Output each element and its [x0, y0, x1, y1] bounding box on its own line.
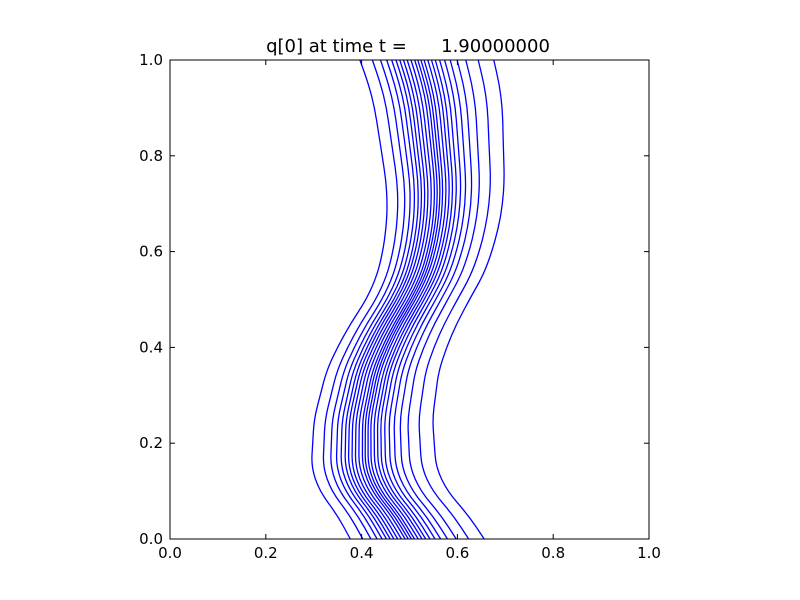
x-tick-label: 0.6 — [445, 544, 469, 562]
contour-line — [311, 59, 388, 540]
contour-line — [340, 59, 416, 540]
contour-line — [376, 59, 450, 540]
plot-frame — [169, 59, 650, 540]
contour-line — [330, 59, 406, 540]
contour-line — [351, 59, 426, 540]
x-tick-label: 0.2 — [254, 544, 278, 562]
x-tick-label: 1.0 — [637, 544, 661, 562]
y-tick-label: 0.0 — [139, 530, 163, 548]
y-tick-label: 0.2 — [139, 434, 163, 452]
y-tick-label: 1.0 — [139, 51, 163, 69]
contour-lines — [311, 59, 505, 540]
contour-line — [380, 59, 454, 540]
contour-line — [393, 59, 467, 540]
x-axis-tick-labels: 0.0 0.2 0.4 0.6 0.8 1.0 — [158, 544, 661, 562]
contour-line — [335, 59, 411, 540]
y-axis-tick-labels: 0.0 0.2 0.4 0.6 0.8 1.0 — [139, 51, 163, 548]
contour-line — [344, 59, 419, 540]
y-tick-label: 0.4 — [139, 338, 163, 356]
contour-line — [364, 59, 438, 540]
axis-ticks — [169, 59, 650, 540]
contour-line — [432, 59, 505, 540]
contour-line — [361, 59, 436, 540]
x-tick-label: 0.4 — [350, 544, 374, 562]
contour-line — [322, 59, 399, 540]
contour-line — [388, 59, 462, 540]
x-tick-label: 0.8 — [541, 544, 565, 562]
chart-title: q[0] at time t = 1.90000000 — [266, 36, 550, 57]
y-tick-label: 0.8 — [139, 147, 163, 165]
contour-line — [367, 59, 441, 540]
contour-line — [347, 59, 423, 540]
contour-line — [407, 59, 480, 540]
contour-line — [370, 59, 444, 540]
x-tick-label: 0.0 — [158, 544, 182, 562]
contour-line — [373, 59, 447, 540]
y-tick-label: 0.6 — [139, 243, 163, 261]
contour-line — [418, 59, 491, 540]
contour-line — [384, 59, 457, 540]
contour-line — [354, 59, 429, 540]
contour-line — [358, 59, 432, 540]
contour-line — [399, 59, 473, 540]
